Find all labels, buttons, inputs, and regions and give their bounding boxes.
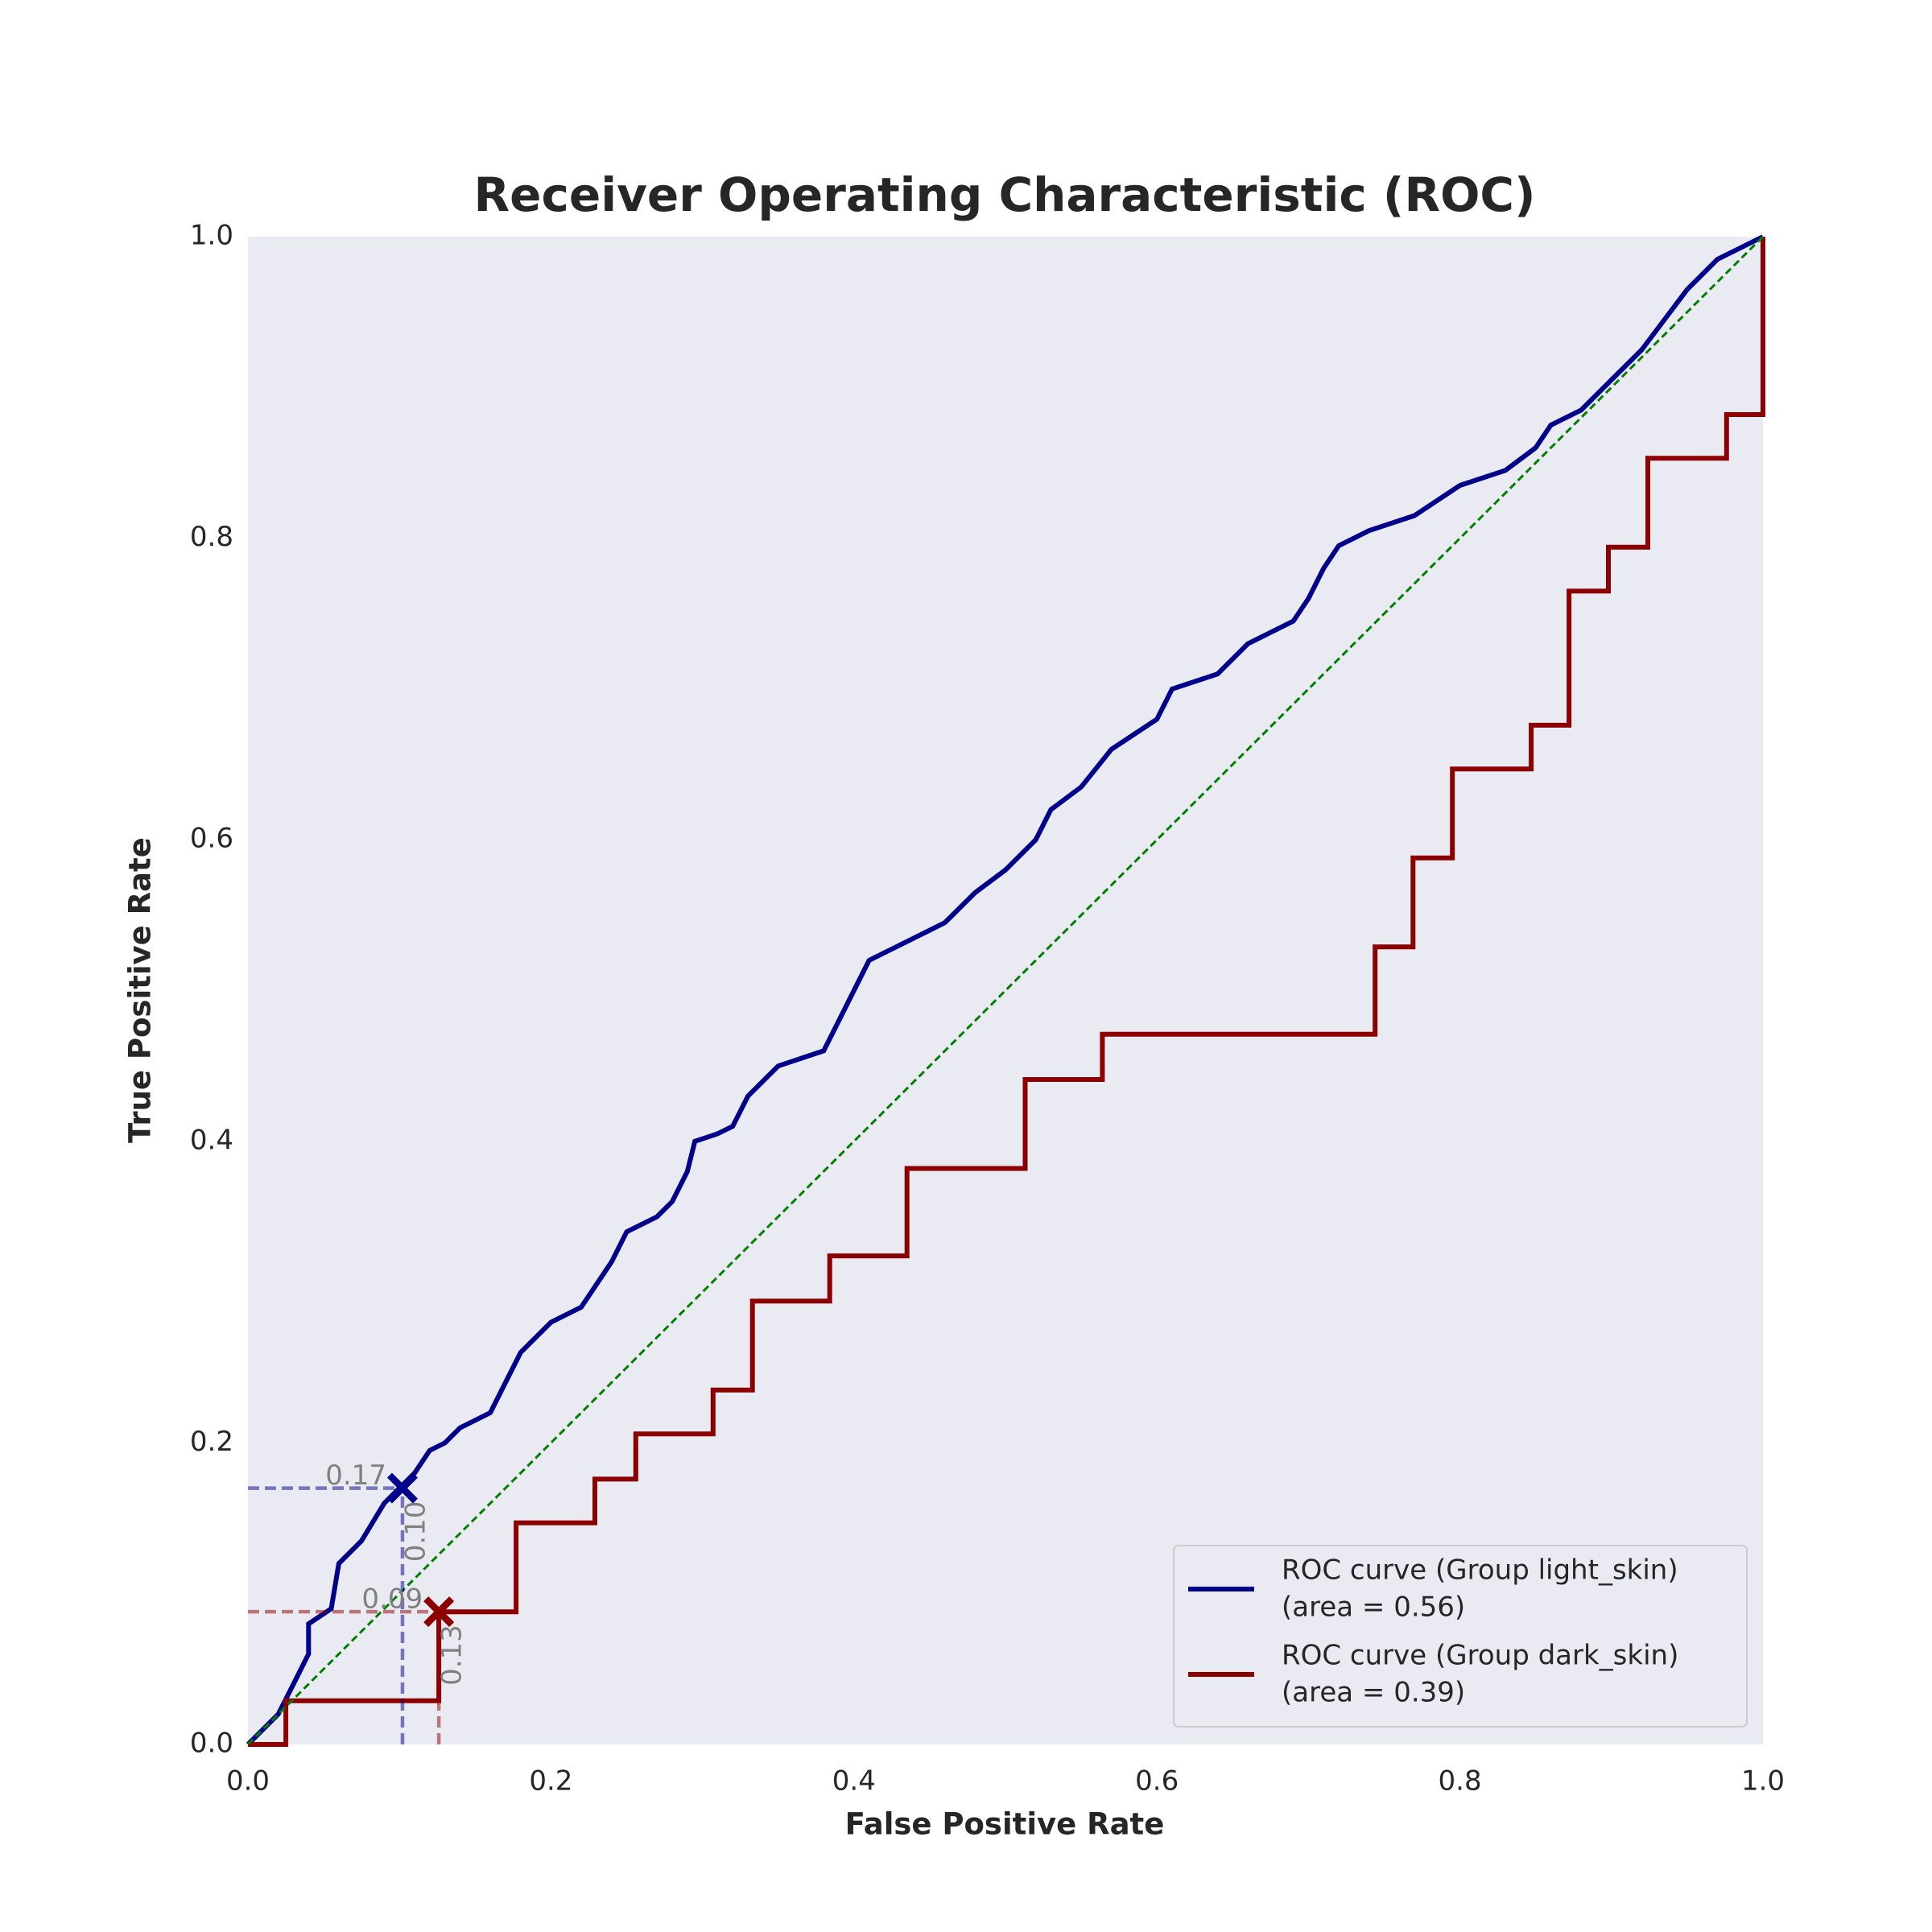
legend-area-label: (area = 0.39) xyxy=(1282,1677,1465,1709)
roc-curve xyxy=(246,234,1765,1747)
legend-box xyxy=(1173,1545,1748,1728)
x-tick-label: 0.8 xyxy=(1439,1765,1482,1798)
marker-x-label: 0.10 xyxy=(399,1501,431,1563)
y-tick-label: 1.0 xyxy=(190,220,233,252)
x-tick-label: 0.0 xyxy=(226,1765,270,1798)
marker-y-label: 0.17 xyxy=(325,1459,386,1492)
legend-label: ROC curve (Group light_skin) xyxy=(1282,1554,1678,1587)
y-tick-label: 0.2 xyxy=(190,1426,233,1458)
threshold-marker xyxy=(386,1472,418,1504)
reference-line xyxy=(246,235,1765,1746)
x-tick-label: 1.0 xyxy=(1741,1765,1785,1798)
y-tick-label: 0.6 xyxy=(190,823,233,855)
legend-label: ROC curve (Group dark_skin) xyxy=(1282,1640,1678,1672)
threshold-marker xyxy=(423,1596,455,1628)
y-tick-label: 0.0 xyxy=(190,1728,233,1760)
x-tick-label: 0.4 xyxy=(832,1765,876,1798)
y-tick-label: 0.8 xyxy=(190,521,233,553)
x-tick-label: 0.2 xyxy=(529,1765,572,1798)
roc-curve xyxy=(248,237,1765,1747)
marker-x-label: 0.13 xyxy=(436,1624,469,1686)
y-tick-label: 0.4 xyxy=(190,1124,233,1156)
legend-area-label: (area = 0.56) xyxy=(1282,1591,1465,1624)
x-tick-label: 0.6 xyxy=(1135,1765,1179,1798)
y-axis-label: True Positive Rate xyxy=(123,837,158,1143)
x-axis-label: False Positive Rate xyxy=(845,1807,1165,1842)
chart-title: Receiver Operating Characteristic (ROC) xyxy=(474,167,1536,222)
marker-y-label: 0.09 xyxy=(361,1583,423,1616)
